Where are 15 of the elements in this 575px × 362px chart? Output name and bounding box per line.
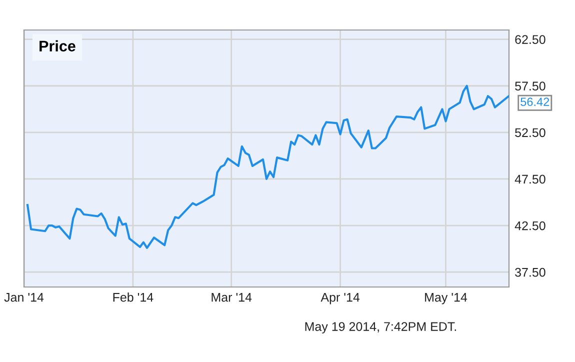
- x-tick-label: Apr '14: [320, 293, 360, 304]
- text: Price: [40, 40, 76, 52]
- x-tick-label: Feb '14: [113, 292, 154, 302]
- data-label: 56.42: [520, 98, 550, 106]
- y-tick-label: 52.50: [515, 128, 546, 138]
- y-tick-label: 62.50: [515, 35, 546, 44]
- y-tick-label: 37.50: [515, 268, 546, 277]
- x-tick-label: May '14: [425, 293, 468, 304]
- y-tick-label: 57.50: [515, 82, 546, 91]
- y-tick-label: 47.50: [514, 174, 546, 184]
- line-series: [26, 84, 509, 249]
- y-tick-label: 42.50: [514, 221, 546, 230]
- x-tick-label: Jan '14: [4, 293, 44, 302]
- x-tick-label: Mar '14: [212, 293, 252, 302]
- text: May 19 2014, 7:42PM EDT.: [305, 322, 456, 334]
